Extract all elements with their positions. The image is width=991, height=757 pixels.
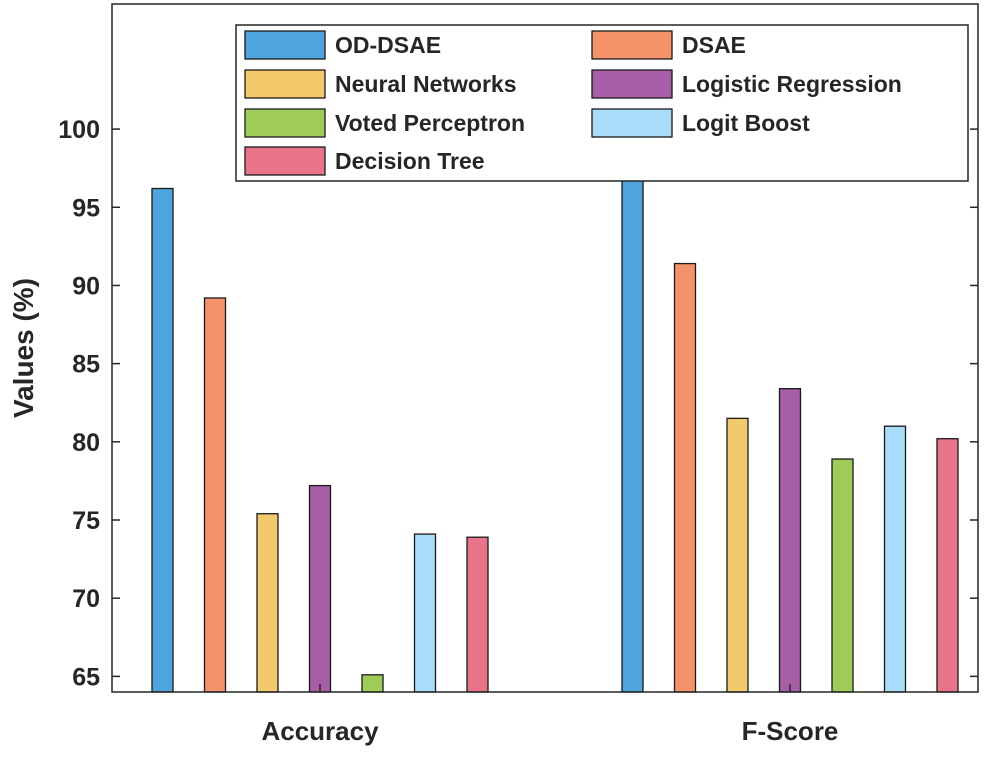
bar-f-score-neural-networks: [726, 417, 749, 693]
legend-swatch: [591, 30, 673, 60]
legend-swatch: [244, 69, 326, 99]
legend-label: Decision Tree: [335, 148, 485, 174]
legend-label: OD-DSAE: [335, 32, 441, 58]
bar-accuracy-logistic-regression: [308, 484, 332, 693]
bar-f-score-decision-tree: [936, 438, 959, 693]
y-axis-title: Values (%): [8, 278, 39, 418]
plot-area-frame: [111, 3, 979, 693]
bar-accuracy-dsae: [203, 297, 227, 693]
legend-swatch: [244, 30, 326, 60]
bar-accuracy-decision-tree: [466, 536, 489, 693]
bar-accuracy-od-dsae: [151, 187, 174, 693]
bars-group: [151, 169, 959, 693]
legend-swatch: [591, 108, 673, 138]
bar-accuracy-neural-networks: [256, 513, 279, 693]
legend-label: Voted Perceptron: [335, 110, 525, 136]
legend-label: DSAE: [682, 32, 746, 58]
x-tick-label: F-Score: [742, 716, 839, 746]
y-tick-label: 100: [58, 116, 100, 144]
y-axis-ticks: 65 70 75 80 85 90 95 100: [58, 116, 978, 691]
bar-accuracy-logit-boost: [413, 533, 437, 693]
x-axis-categories: Accuracy F-Score: [261, 684, 838, 746]
bar-f-score-logistic-regression: [778, 388, 802, 693]
bar-f-score-dsae: [673, 262, 697, 693]
legend-swatch: [591, 69, 673, 99]
legend-label: Neural Networks: [335, 71, 517, 97]
bar-f-score-od-dsae: [621, 169, 644, 693]
bar-accuracy-voted-perceptron: [361, 674, 384, 693]
legend-label: Logistic Regression: [682, 71, 902, 97]
y-tick-label: 75: [72, 507, 100, 535]
legend-label: Logit Boost: [682, 110, 810, 136]
bar-f-score-logit-boost: [883, 425, 907, 693]
legend: OD-DSAE DSAE Neural Networks Logistic Regre…: [235, 24, 969, 182]
legend-swatch: [244, 146, 326, 176]
y-tick-label: 65: [72, 663, 100, 691]
y-tick-label: 90: [72, 272, 100, 300]
y-tick-label: 70: [72, 585, 100, 613]
y-tick-label: 85: [72, 351, 100, 379]
x-tick-label: Accuracy: [261, 716, 379, 746]
y-tick-label: 80: [72, 429, 100, 457]
bar-f-score-voted-perceptron: [831, 458, 854, 693]
legend-swatch: [244, 108, 326, 138]
y-tick-label: 95: [72, 194, 100, 222]
